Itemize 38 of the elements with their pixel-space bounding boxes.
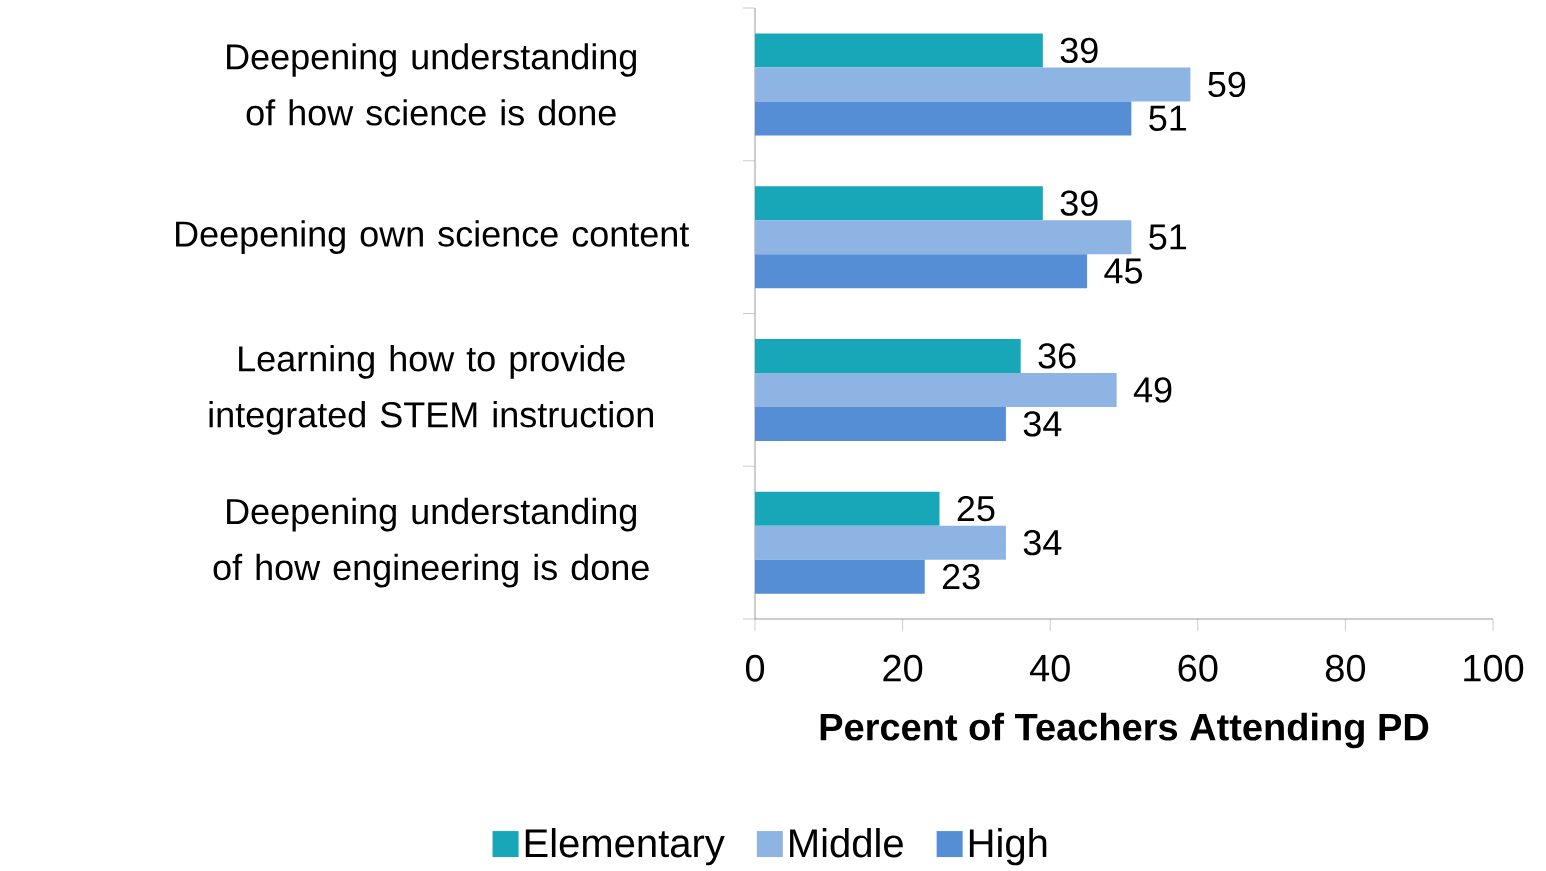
- legend-label: High: [969, 828, 1047, 866]
- data-label: 49: [1133, 377, 1172, 403]
- bar: [755, 186, 1043, 221]
- bar: [755, 33, 1043, 68]
- bar: [755, 338, 1021, 373]
- y-tick-label: Deepening understanding of how science is done: [227, 43, 636, 126]
- data-label: 23: [942, 563, 980, 590]
- legend-label: Elementary: [525, 828, 725, 866]
- x-tick-label: 60: [1178, 654, 1218, 682]
- bar: [755, 525, 1006, 560]
- bar: [755, 491, 940, 526]
- data-label: 39: [1060, 37, 1098, 64]
- data-label: 34: [1023, 529, 1062, 556]
- x-tick-label: 40: [1029, 654, 1070, 682]
- bar: [755, 254, 1088, 289]
- data-label: 51: [1149, 224, 1187, 250]
- legend-label: Middle: [790, 828, 903, 858]
- data-label: 25: [957, 495, 995, 522]
- data-label: 59: [1208, 71, 1246, 98]
- data-label: 34: [1023, 411, 1062, 437]
- x-tick-label: 20: [883, 654, 923, 682]
- bar: [755, 406, 1006, 441]
- y-tick-label: Learning how to provide integrated STEM instruction: [209, 345, 653, 435]
- bar: [755, 67, 1191, 102]
- data-label: 39: [1060, 190, 1098, 216]
- bar: [755, 372, 1117, 407]
- x-tick-label: 0: [745, 654, 765, 682]
- x-tick-label: 100: [1464, 654, 1524, 682]
- x-tick-label: 80: [1325, 654, 1366, 682]
- y-tick-label: Deepening own science content: [176, 220, 690, 254]
- data-label: 45: [1104, 258, 1143, 284]
- bar: [755, 220, 1132, 255]
- data-label: 36: [1038, 343, 1076, 369]
- y-tick-label: Deepening understanding of how engineering is done: [213, 497, 649, 588]
- data-label: 51: [1149, 105, 1187, 131]
- x-axis-title: Percent of Teachers Attending PD: [820, 712, 1429, 749]
- bar: [755, 559, 925, 594]
- bar: [755, 101, 1132, 136]
